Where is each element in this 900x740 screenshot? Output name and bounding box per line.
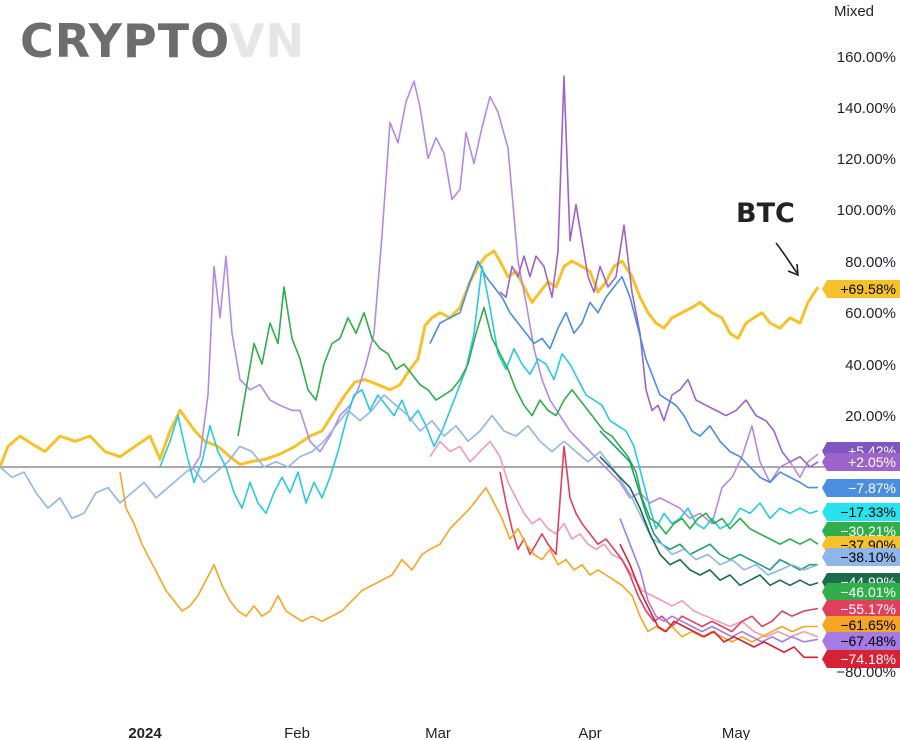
series-line-1[interactable] xyxy=(189,80,819,525)
value-badge-text: −7.87% xyxy=(848,480,896,496)
y-tick-label: 40.00% xyxy=(845,357,896,374)
watermark-primary: CRYPTO xyxy=(20,14,229,68)
series-line-6[interactable] xyxy=(599,430,818,571)
value-badge: −61.65% xyxy=(822,616,900,634)
value-badge: −67.48% xyxy=(822,632,900,650)
x-tick-label: 2024 xyxy=(128,725,162,740)
y-tick-label: 160.00% xyxy=(837,49,896,66)
series-line-12[interactable] xyxy=(619,518,819,643)
series-line-9[interactable] xyxy=(429,440,819,638)
value-badge-bg xyxy=(822,280,900,298)
series-line-11[interactable] xyxy=(119,471,818,643)
value-badge: −38.10% xyxy=(822,548,900,566)
value-badge-text: −61.65% xyxy=(840,617,896,633)
x-tick-label: Feb xyxy=(284,725,310,740)
arrow-down-right-icon xyxy=(775,242,798,274)
value-badge-bg xyxy=(822,583,900,601)
y-tick-label: 60.00% xyxy=(845,305,896,322)
x-tick-label: May xyxy=(722,725,751,740)
x-tick-label: Apr xyxy=(578,725,601,740)
value-badge-text: −30.21% xyxy=(840,523,896,539)
btc-annotation-label: BTC xyxy=(736,198,795,229)
value-badge-text: −38.10% xyxy=(840,549,896,565)
x-axis: 2024 Feb Mar Apr May xyxy=(128,725,750,740)
value-badge-bg xyxy=(822,616,900,634)
value-badge: +69.58% xyxy=(822,280,900,298)
series-line-7[interactable] xyxy=(0,394,819,576)
y-tick-label: 20.00% xyxy=(845,408,896,425)
value-badge: −74.18% xyxy=(822,650,900,668)
value-badge: +2.05% xyxy=(822,453,900,471)
series-line-0[interactable] xyxy=(0,249,820,468)
y-axis: 160.00% 140.00% 120.00% 100.00% 80.00% 60.00%… xyxy=(836,49,896,681)
value-badge-bg xyxy=(822,453,900,471)
value-badge-bg xyxy=(822,600,900,618)
value-badge-bg xyxy=(822,522,900,540)
value-badge-text: −67.48% xyxy=(840,633,896,649)
series-line-4[interactable] xyxy=(159,265,819,530)
y-tick-label: 100.00% xyxy=(837,202,896,219)
value-badges: +69.58%+5.42%+2.05%−7.87%−17.33%−30.21%−… xyxy=(822,280,900,668)
value-badge: −7.87% xyxy=(822,479,900,497)
value-badge: −30.21% xyxy=(822,522,900,540)
y-tick-label: 80.00% xyxy=(845,254,896,271)
series-line-13[interactable] xyxy=(619,543,818,659)
value-badge-bg xyxy=(822,548,900,566)
series-line-8[interactable] xyxy=(599,456,819,587)
series-line-3[interactable] xyxy=(429,260,818,489)
value-badge-bg xyxy=(822,650,900,668)
value-badge-text: −46.01% xyxy=(840,584,896,600)
value-badge-bg xyxy=(822,479,900,497)
value-badge: −17.33% xyxy=(822,503,900,521)
watermark-logo: CRYPTOVN xyxy=(20,14,305,68)
value-badge-text: −55.17% xyxy=(840,601,896,617)
value-badge-text: +2.05% xyxy=(848,454,896,470)
value-badge-text: +69.58% xyxy=(840,281,896,297)
series-layer xyxy=(0,75,820,659)
y-tick-label: 120.00% xyxy=(837,151,896,168)
series-line-2[interactable] xyxy=(499,75,819,468)
value-badge: −55.17% xyxy=(822,600,900,618)
y-tick-label: −80.00% xyxy=(836,664,896,681)
y-tick-label: 140.00% xyxy=(837,100,896,117)
series-line-10[interactable] xyxy=(499,445,819,633)
value-badge-bg xyxy=(822,503,900,521)
value-badge-bg xyxy=(822,632,900,650)
scale-mode-button[interactable]: Mixed xyxy=(826,2,900,22)
arrow-down-right-icon-head xyxy=(787,263,799,277)
x-tick-label: Mar xyxy=(425,725,451,740)
value-badge-text: −74.18% xyxy=(840,651,896,667)
value-badge: −46.01% xyxy=(822,583,900,601)
value-badge-text: −17.33% xyxy=(840,504,896,520)
watermark-secondary: VN xyxy=(228,14,306,68)
series-line-5[interactable] xyxy=(237,286,819,545)
